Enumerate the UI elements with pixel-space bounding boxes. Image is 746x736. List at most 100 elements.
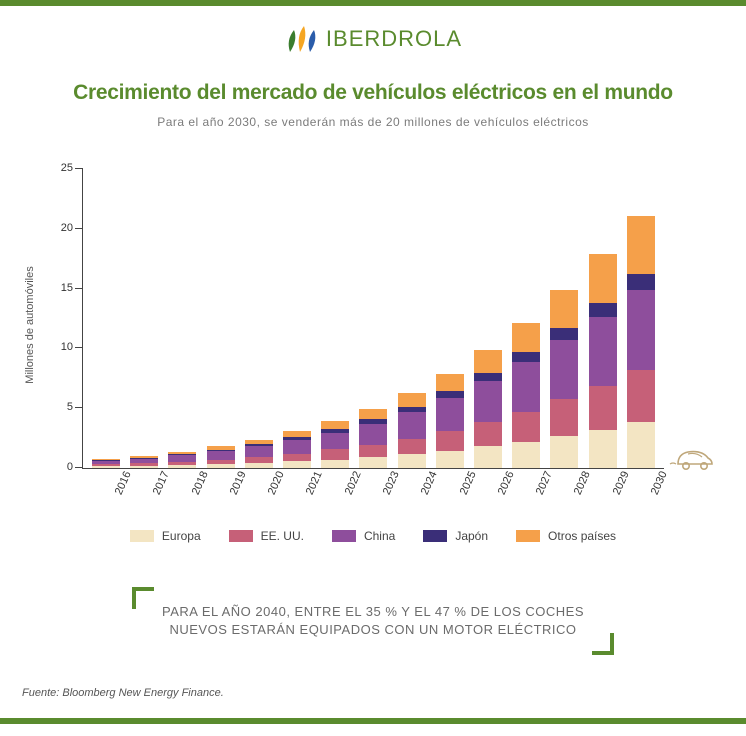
- bar-column: [321, 421, 349, 468]
- bar-segment-eeuu: [436, 431, 464, 451]
- legend-item-eeuu: EE. UU.: [229, 529, 304, 543]
- bar-segment-china: [436, 398, 464, 431]
- bar-segment-eeuu: [474, 422, 502, 447]
- bar-column: [436, 374, 464, 468]
- bar-segment-otros: [359, 409, 387, 420]
- bar-segment-japon: [589, 303, 617, 317]
- bar-segment-china: [398, 412, 426, 438]
- legend-item-china: China: [332, 529, 395, 543]
- bar-segment-otros: [589, 254, 617, 303]
- callout-block: PARA EL AÑO 2040, ENTRE EL 35 % Y EL 47 …: [22, 583, 724, 659]
- bar-segment-china: [207, 451, 235, 459]
- bar-stack: [512, 323, 540, 468]
- bar-segment-otros: [550, 290, 578, 327]
- legend: Europa EE. UU. China Japón Otros países: [22, 529, 724, 543]
- bar-segment-europa: [627, 422, 655, 468]
- legend-label: Japón: [455, 529, 488, 543]
- bar-stack: [359, 409, 387, 468]
- bar-column: [627, 216, 655, 468]
- brand-logo: IBERDROLA: [284, 24, 462, 54]
- bar-segment-china: [627, 290, 655, 370]
- bar-segment-eeuu: [627, 370, 655, 422]
- bar-segment-eeuu: [550, 399, 578, 436]
- y-axis-label: Millones de automóviles: [24, 266, 36, 383]
- bar-segment-china: [321, 433, 349, 450]
- legend-item-otros: Otros países: [516, 529, 616, 543]
- bar-column: [474, 350, 502, 468]
- bar-segment-china: [245, 446, 273, 457]
- x-axis-labels: 2016201720182019202020212022202320242025…: [82, 475, 664, 501]
- bar-segment-china: [589, 317, 617, 386]
- corner-top-left-icon: [132, 587, 154, 609]
- bar-segment-china: [359, 424, 387, 445]
- logo-block: IBERDROLA: [22, 24, 724, 59]
- bar-segment-europa: [550, 436, 578, 468]
- bar-column: [550, 290, 578, 468]
- bar-segment-japon: [627, 274, 655, 290]
- bar-segment-eeuu: [321, 449, 349, 459]
- bars-container: [83, 169, 664, 468]
- bar-segment-china: [168, 455, 196, 462]
- bar-segment-eeuu: [283, 454, 311, 462]
- bar-stack: [627, 216, 655, 468]
- bar-segment-japon: [512, 352, 540, 362]
- bar-segment-china: [550, 340, 578, 399]
- infographic-frame: IBERDROLA Crecimiento del mercado de veh…: [0, 0, 746, 724]
- bar-stack: [321, 421, 349, 468]
- bar-segment-europa: [589, 430, 617, 468]
- chart: Millones de automóviles 0510152025 20162…: [22, 169, 724, 469]
- legend-item-europa: Europa: [130, 529, 201, 543]
- bar-stack: [283, 431, 311, 468]
- bar-segment-japon: [550, 328, 578, 340]
- bar-segment-eeuu: [512, 412, 540, 442]
- legend-label: EE. UU.: [261, 529, 304, 543]
- bar-stack: [398, 393, 426, 468]
- subtitle: Para el año 2030, se venderán más de 20 …: [22, 115, 724, 129]
- callout-line-2: NUEVOS ESTARÁN EQUIPADOS CON UN MOTOR EL…: [169, 622, 576, 637]
- legend-item-japon: Japón: [423, 529, 488, 543]
- plot-area: 0510152025: [82, 169, 664, 469]
- bar-segment-otros: [436, 374, 464, 391]
- bar-segment-japon: [436, 391, 464, 398]
- bar-column: [512, 323, 540, 468]
- callout-line-1: PARA EL AÑO 2040, ENTRE EL 35 % Y EL 47 …: [162, 604, 584, 619]
- legend-swatch: [516, 530, 540, 542]
- legend-swatch: [229, 530, 253, 542]
- bar-column: [398, 393, 426, 468]
- bar-segment-otros: [398, 393, 426, 407]
- corner-bottom-right-icon: [592, 633, 614, 655]
- bar-segment-china: [512, 362, 540, 412]
- bar-column: [359, 409, 387, 468]
- y-tick: 10: [75, 347, 83, 348]
- y-tick: 15: [75, 288, 83, 289]
- bar-segment-otros: [474, 350, 502, 372]
- bar-stack: [589, 254, 617, 468]
- source-text: Fuente: Bloomberg New Energy Finance.: [22, 687, 724, 699]
- bar-segment-china: [474, 381, 502, 422]
- bar-segment-japon: [474, 373, 502, 381]
- bar-segment-otros: [627, 216, 655, 274]
- y-tick: 0: [75, 467, 83, 468]
- bar-segment-china: [283, 440, 311, 454]
- bar-segment-eeuu: [589, 386, 617, 430]
- brand-name: IBERDROLA: [326, 26, 462, 52]
- legend-swatch: [332, 530, 356, 542]
- y-tick: 20: [75, 228, 83, 229]
- car-icon: [668, 446, 714, 477]
- legend-swatch: [130, 530, 154, 542]
- legend-swatch: [423, 530, 447, 542]
- legend-label: China: [364, 529, 395, 543]
- bar-segment-eeuu: [359, 445, 387, 458]
- legend-label: Europa: [162, 529, 201, 543]
- bar-segment-otros: [321, 421, 349, 429]
- bar-segment-eeuu: [398, 439, 426, 455]
- bar-column: [589, 254, 617, 468]
- page-title: Crecimiento del mercado de vehículos elé…: [22, 81, 724, 105]
- bar-segment-otros: [512, 323, 540, 352]
- legend-label: Otros países: [548, 529, 616, 543]
- y-tick: 25: [75, 168, 83, 169]
- bar-stack: [474, 350, 502, 468]
- leaf-icon: [284, 24, 320, 54]
- callout-text: PARA EL AÑO 2040, ENTRE EL 35 % Y EL 47 …: [82, 603, 664, 639]
- y-tick: 5: [75, 407, 83, 408]
